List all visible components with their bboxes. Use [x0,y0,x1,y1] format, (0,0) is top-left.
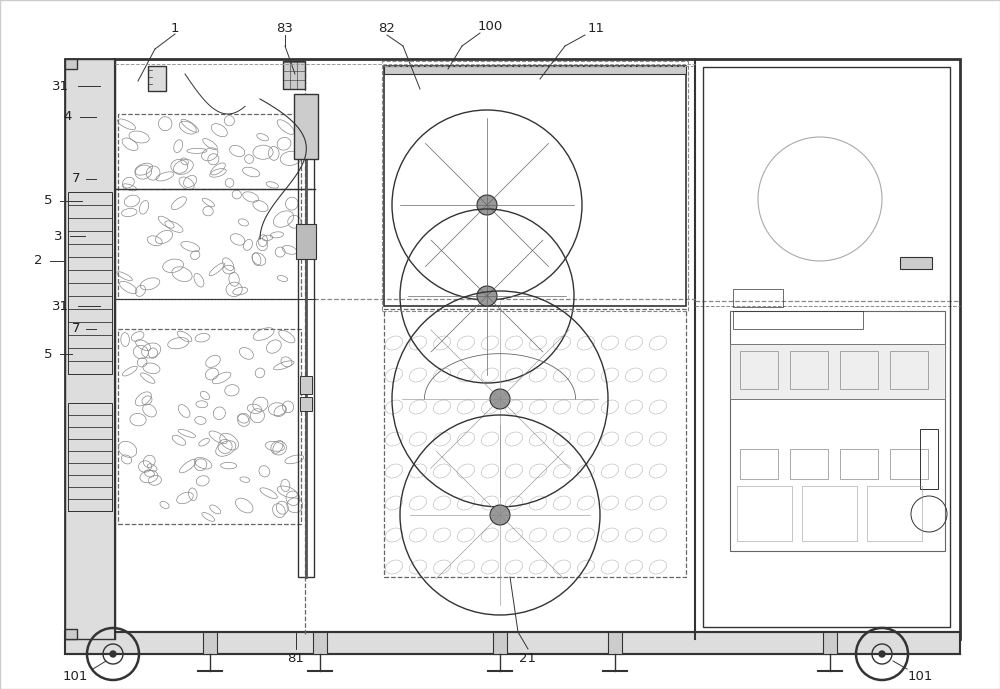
Bar [118,114,301,299]
Bar [790,449,828,479]
Circle shape [110,651,116,657]
Text: 2: 2 [34,254,42,267]
Bar [65,59,960,639]
Bar [840,351,878,389]
Text: 3: 3 [54,229,62,243]
Text: 101: 101 [907,670,933,683]
Bar [737,486,792,541]
Text: 31: 31 [52,300,68,313]
Text: 101: 101 [62,670,88,683]
Bar [65,59,115,639]
Bar [920,429,938,489]
Bar [313,632,327,654]
Text: 5: 5 [44,194,52,207]
Bar [730,344,945,399]
Bar [300,376,312,394]
Text: 11: 11 [588,23,604,36]
Circle shape [879,651,885,657]
Text: 82: 82 [379,23,395,36]
Text: 7: 7 [72,172,80,185]
Circle shape [477,195,497,215]
Bar [65,632,960,654]
Bar [493,632,507,654]
Bar [384,66,686,306]
Bar [890,449,928,479]
Bar [823,632,837,654]
Text: 81: 81 [288,652,304,666]
Bar [382,61,688,311]
Bar [733,311,863,329]
Bar [68,192,112,374]
Bar [65,59,77,69]
Circle shape [490,505,510,525]
Bar [384,66,686,74]
Text: 21: 21 [520,652,536,666]
Bar [740,351,778,389]
Circle shape [477,286,497,306]
Bar [298,119,314,577]
Text: 1: 1 [171,23,179,36]
Text: 5: 5 [44,347,52,360]
Bar [294,94,318,159]
Text: 7: 7 [72,322,80,336]
Bar [900,257,932,269]
Text: 100: 100 [477,21,503,34]
Bar [300,397,312,411]
Bar [203,632,217,654]
Text: 31: 31 [52,79,68,92]
Bar [608,632,622,654]
Bar [148,66,166,91]
Bar [802,486,857,541]
Bar [118,329,301,524]
Bar [283,61,305,89]
Bar [68,403,112,511]
Bar [703,67,950,627]
Circle shape [490,389,510,409]
Bar [867,486,922,541]
Text: 4: 4 [64,110,72,123]
Bar [65,629,77,639]
Bar [730,311,945,551]
Bar [790,351,828,389]
Bar [296,224,316,259]
Bar [384,309,686,577]
Bar [890,351,928,389]
Bar [733,289,783,307]
Bar [740,449,778,479]
Text: 83: 83 [277,23,293,36]
Bar [840,449,878,479]
